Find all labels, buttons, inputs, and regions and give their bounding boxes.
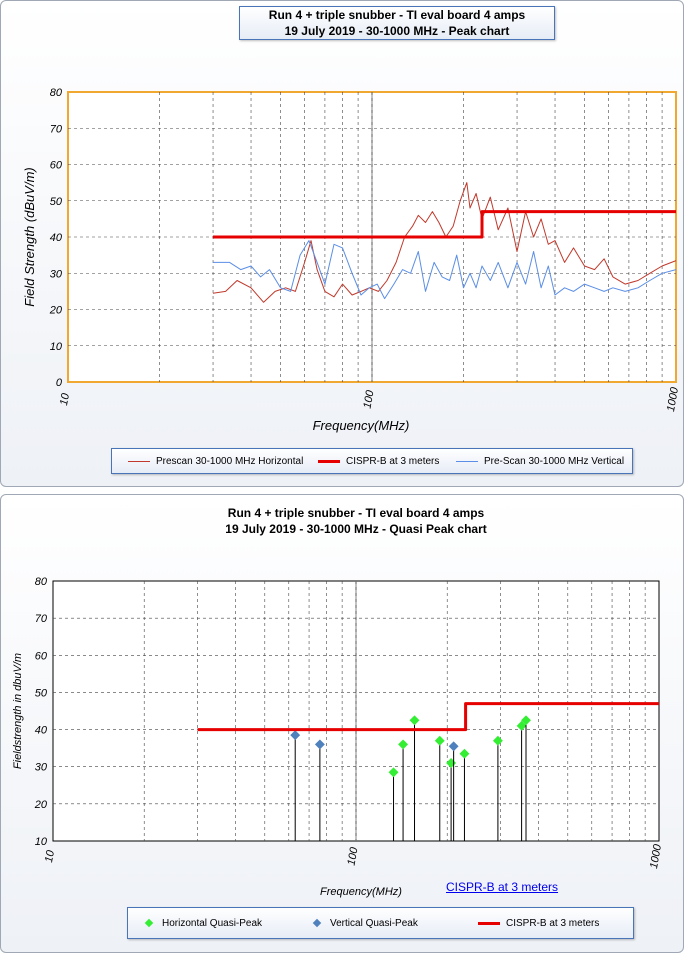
peak-chart-title-box: Run 4 + triple snubber - TI eval board 4… bbox=[239, 6, 555, 40]
y-tick-label: 10 bbox=[50, 341, 63, 353]
data-point bbox=[388, 767, 399, 778]
legend-marker-horizontal-qp bbox=[144, 918, 154, 928]
legend-item-horizontal: Prescan 30-1000 MHz Horizontal bbox=[128, 449, 303, 473]
legend-swatch-horizontal bbox=[128, 460, 150, 462]
legend-item-cispr-qp: CISPR-B at 3 meters bbox=[478, 908, 599, 938]
y-tick-label: 30 bbox=[50, 268, 63, 280]
x-tick-label: 100 bbox=[362, 389, 377, 410]
legend-swatch-cispr bbox=[318, 459, 340, 463]
x-axis-title: Frequency(MHz) bbox=[320, 886, 402, 898]
y-tick-label: 40 bbox=[50, 232, 63, 244]
y-tick-label: 20 bbox=[49, 305, 63, 317]
x-tick-label: 10 bbox=[58, 392, 72, 407]
y-tick-label: 60 bbox=[35, 650, 48, 662]
limit-line bbox=[197, 702, 659, 732]
x-tick-label: 1000 bbox=[665, 386, 681, 413]
legend-label-cispr: CISPR-B at 3 meters bbox=[346, 455, 440, 467]
x-tick-label: 100 bbox=[346, 846, 361, 867]
peak-chart-legend: Prescan 30-1000 MHz Horizontal CISPR-B a… bbox=[111, 448, 633, 474]
legend-label-vertical-qp: Vertical Quasi-Peak bbox=[330, 917, 418, 929]
data-point bbox=[516, 720, 527, 731]
peak-chart-title: Run 4 + triple snubber - TI eval board 4… bbox=[268, 8, 526, 22]
legend-item-horizontal-qp: Horizontal Quasi-Peak bbox=[138, 908, 262, 938]
y-tick-label: 10 bbox=[35, 836, 48, 848]
legend-marker-vertical-qp bbox=[312, 918, 322, 928]
y-tick-label: 20 bbox=[34, 799, 48, 811]
quasi-peak-chart-panel: Run 4 + triple snubber - TI eval board 4… bbox=[0, 494, 684, 953]
y-axis-title: Field Strength (dBuV/m) bbox=[22, 167, 37, 306]
y-axis-title: Fieldstrength in dbuV/m bbox=[12, 653, 24, 769]
x-axis-title: Frequency(MHz) bbox=[313, 418, 410, 433]
legend-swatch-vertical bbox=[456, 460, 478, 462]
legend-label-cispr-qp: CISPR-B at 3 meters bbox=[506, 917, 600, 929]
peak-chart-subtitle: 19 July 2019 - 30-1000 MHz - Peak chart bbox=[284, 24, 510, 38]
y-tick-label: 80 bbox=[35, 576, 48, 588]
y-tick-label: 70 bbox=[50, 123, 63, 135]
cispr-b-link[interactable]: CISPR-B at 3 meters bbox=[446, 880, 559, 894]
y-tick-label: 50 bbox=[50, 196, 63, 208]
legend-label-vertical: Pre-Scan 30-1000 MHz Vertical bbox=[484, 455, 625, 467]
peak-chart-plot: 0 10 20 30 40 50 60 70 80 10 100 1000 Field Strengt… bbox=[22, 87, 681, 433]
y-tick-label: 0 bbox=[56, 377, 63, 389]
legend-swatch-cispr-qp bbox=[478, 921, 500, 925]
legend-item-vertical: Pre-Scan 30-1000 MHz Vertical bbox=[456, 449, 624, 473]
legend-item-cispr: CISPR-B at 3 meters bbox=[318, 449, 439, 473]
y-tick-label: 80 bbox=[50, 87, 63, 99]
y-tick-label: 40 bbox=[35, 725, 48, 737]
qp-chart-title-box: Run 4 + triple snubber - TI eval board 4… bbox=[206, 505, 506, 537]
qp-chart-title: Run 4 + triple snubber - TI eval board 4… bbox=[227, 506, 485, 520]
qp-chart-plot: 10 20 30 40 50 60 70 80 10 100 1000 Fieldstrength … bbox=[12, 576, 664, 898]
legend-label-horizontal: Prescan 30-1000 MHz Horizontal bbox=[156, 455, 304, 467]
x-tick-label: 10 bbox=[43, 849, 57, 864]
legend-label-horizontal-qp: Horizontal Quasi-Peak bbox=[162, 917, 263, 929]
x-tick-label: 1000 bbox=[648, 843, 664, 870]
qp-chart-legend: Horizontal Quasi-Peak Vertical Quasi-Pea… bbox=[127, 907, 634, 939]
legend-item-vertical-qp: Vertical Quasi-Peak bbox=[306, 908, 418, 938]
qp-chart-subtitle: 19 July 2019 - 30-1000 MHz - Quasi Peak … bbox=[225, 522, 487, 536]
series-line bbox=[213, 240, 677, 300]
y-tick-label: 70 bbox=[35, 613, 48, 625]
y-tick-label: 60 bbox=[50, 160, 63, 172]
y-tick-label: 50 bbox=[35, 687, 48, 699]
y-tick-label: 30 bbox=[35, 762, 48, 774]
data-point bbox=[521, 715, 531, 726]
peak-chart-panel: Run 4 + triple snubber - TI eval board 4… bbox=[0, 0, 684, 487]
limit-line bbox=[213, 210, 676, 239]
